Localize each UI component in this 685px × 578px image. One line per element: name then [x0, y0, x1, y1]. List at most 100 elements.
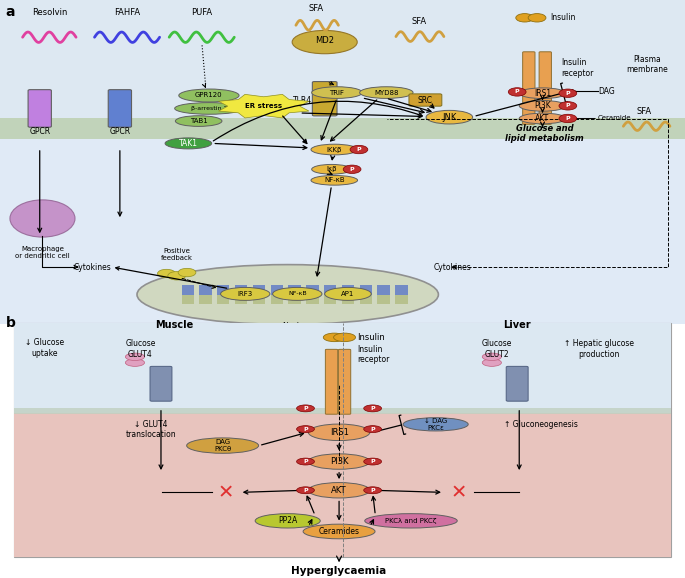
- Text: DAG
PKCθ: DAG PKCθ: [214, 439, 232, 452]
- Bar: [253, 286, 265, 303]
- Bar: [199, 295, 212, 303]
- Text: P: P: [566, 91, 570, 96]
- Ellipse shape: [519, 113, 566, 124]
- FancyBboxPatch shape: [28, 90, 51, 127]
- Text: PI3K: PI3K: [329, 457, 349, 466]
- Ellipse shape: [255, 514, 320, 528]
- Text: IRF3: IRF3: [238, 291, 253, 297]
- Bar: [14, 323, 671, 413]
- Text: P: P: [350, 167, 354, 172]
- Text: b: b: [5, 316, 15, 330]
- Ellipse shape: [360, 87, 413, 98]
- FancyBboxPatch shape: [338, 349, 351, 414]
- FancyBboxPatch shape: [150, 366, 172, 401]
- Text: P: P: [371, 459, 375, 464]
- Text: Insulin: Insulin: [550, 13, 575, 21]
- Ellipse shape: [325, 287, 371, 301]
- Text: MYD88: MYD88: [374, 90, 399, 95]
- Circle shape: [297, 458, 314, 465]
- Ellipse shape: [165, 138, 212, 149]
- Text: Insulin
receptor: Insulin receptor: [358, 345, 390, 364]
- Bar: [235, 295, 247, 303]
- Ellipse shape: [186, 438, 258, 453]
- Circle shape: [516, 14, 534, 22]
- Text: GPCR: GPCR: [29, 127, 50, 136]
- Text: Glucose
GLUT4: Glucose GLUT4: [125, 339, 155, 358]
- Text: Muscle: Muscle: [155, 320, 194, 330]
- Text: P: P: [303, 459, 308, 464]
- Circle shape: [482, 359, 501, 366]
- Circle shape: [297, 405, 314, 412]
- Bar: [0, 118, 685, 139]
- Circle shape: [125, 359, 145, 366]
- Text: DAG: DAG: [598, 87, 614, 96]
- Text: TRIF: TRIF: [329, 90, 345, 95]
- Bar: [395, 295, 408, 303]
- Ellipse shape: [364, 514, 458, 528]
- Ellipse shape: [403, 418, 469, 431]
- Bar: [14, 413, 671, 557]
- Ellipse shape: [10, 200, 75, 237]
- FancyBboxPatch shape: [409, 94, 442, 106]
- Bar: [324, 295, 336, 303]
- Text: SFA: SFA: [412, 17, 427, 25]
- Text: ✕: ✕: [451, 483, 467, 502]
- Text: ↓ Glucose
uptake: ↓ Glucose uptake: [25, 338, 64, 358]
- Ellipse shape: [311, 144, 358, 155]
- Bar: [199, 286, 212, 303]
- Text: Cytokines: Cytokines: [433, 262, 471, 272]
- Text: GPCR: GPCR: [110, 127, 130, 136]
- Bar: [360, 295, 372, 303]
- Bar: [324, 286, 336, 303]
- Text: NF-κB: NF-κB: [324, 177, 345, 183]
- Circle shape: [364, 487, 382, 494]
- Text: SFA: SFA: [309, 3, 324, 13]
- Ellipse shape: [175, 103, 243, 114]
- Polygon shape: [219, 94, 309, 118]
- Circle shape: [364, 458, 382, 465]
- Text: Nucleus: Nucleus: [282, 323, 312, 331]
- Text: P: P: [303, 406, 308, 411]
- Bar: [342, 295, 354, 303]
- Text: PI3K: PI3K: [534, 101, 551, 110]
- Text: ↓ GLUT4
translocation: ↓ GLUT4 translocation: [125, 420, 176, 439]
- Text: IRS1: IRS1: [329, 428, 349, 437]
- Text: Insulin: Insulin: [358, 332, 386, 342]
- Bar: [306, 295, 319, 303]
- Circle shape: [297, 425, 314, 432]
- Circle shape: [125, 353, 145, 361]
- Text: ↑ Gluconeogenesis: ↑ Gluconeogenesis: [504, 420, 578, 429]
- Bar: [377, 295, 390, 303]
- Circle shape: [559, 114, 577, 123]
- Text: a: a: [5, 5, 15, 19]
- Bar: [182, 295, 194, 303]
- Bar: [217, 295, 229, 303]
- Text: P: P: [303, 488, 308, 493]
- Circle shape: [364, 425, 382, 432]
- Text: ↓ DAG
PKCε: ↓ DAG PKCε: [424, 418, 447, 431]
- Text: Positive
feedback: Positive feedback: [161, 248, 192, 261]
- Text: Glucose
GLUT2: Glucose GLUT2: [482, 339, 512, 358]
- Text: Ceramide: Ceramide: [598, 116, 632, 121]
- Text: AKT: AKT: [332, 486, 347, 495]
- Bar: [395, 286, 408, 303]
- Circle shape: [559, 89, 577, 98]
- Text: P: P: [566, 116, 570, 121]
- Ellipse shape: [519, 88, 566, 99]
- Text: IKKβ: IKKβ: [327, 147, 342, 153]
- Text: MD2: MD2: [315, 36, 334, 45]
- Ellipse shape: [273, 287, 322, 301]
- Circle shape: [178, 268, 196, 277]
- Ellipse shape: [311, 176, 358, 185]
- Text: ER stress: ER stress: [245, 103, 282, 109]
- Circle shape: [482, 353, 501, 361]
- Text: TLR4: TLR4: [292, 97, 312, 106]
- Circle shape: [350, 145, 368, 154]
- Text: Ceramides: Ceramides: [319, 527, 360, 536]
- Bar: [306, 286, 319, 303]
- Ellipse shape: [137, 265, 438, 324]
- FancyBboxPatch shape: [539, 52, 551, 124]
- Ellipse shape: [312, 164, 351, 174]
- FancyBboxPatch shape: [312, 81, 337, 116]
- Circle shape: [364, 405, 382, 412]
